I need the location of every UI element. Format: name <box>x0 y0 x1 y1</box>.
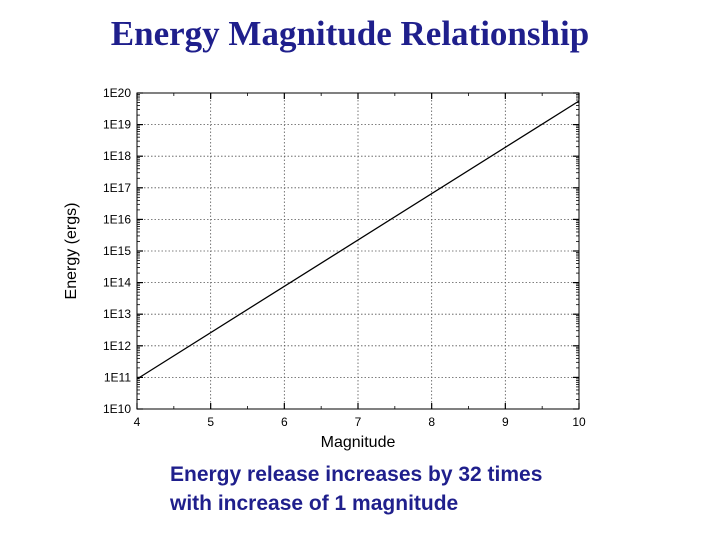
y-tick-label: 1E16 <box>103 212 131 226</box>
slide-title: Energy Magnitude Relationship <box>110 14 590 53</box>
y-tick-label: 1E18 <box>103 149 131 163</box>
y-tick-label: 1E14 <box>103 276 131 290</box>
y-tick-label: 1E17 <box>103 181 131 195</box>
x-tick-label: 10 <box>572 415 586 429</box>
x-tick-label: 9 <box>502 415 509 429</box>
y-tick-label: 1E20 <box>103 86 131 100</box>
x-tick-label: 7 <box>355 415 362 429</box>
y-axis-title: Energy (ergs) <box>63 203 80 300</box>
grid-layer <box>137 93 579 409</box>
x-tick-label: 8 <box>428 415 435 429</box>
x-tick-label: 6 <box>281 415 288 429</box>
caption-line-2: with increase of 1 magnitude <box>170 492 459 515</box>
caption: Energy release increases by 32 times wit… <box>170 460 690 518</box>
caption-line-1: Energy release increases by 32 times <box>170 463 543 486</box>
label-layer: 1E10 1E11 1E12 1E13 1E14 1E15 1E16 1E17 1E18 1E19… <box>103 86 586 429</box>
y-tick-label: 1E19 <box>103 118 131 132</box>
y-tick-label: 1E10 <box>103 402 131 416</box>
y-tick-label: 1E13 <box>103 307 131 321</box>
y-tick-label: 1E11 <box>104 370 131 384</box>
x-axis-title: Magnitude <box>321 434 396 451</box>
series-layer <box>136 100 580 380</box>
y-tick-label: 1E12 <box>103 339 131 353</box>
tick-layer <box>136 92 580 410</box>
x-tick-label: 4 <box>134 415 141 429</box>
x-tick-label: 5 <box>207 415 214 429</box>
y-tick-label: 1E15 <box>103 244 131 258</box>
energy-series-line <box>136 100 580 380</box>
